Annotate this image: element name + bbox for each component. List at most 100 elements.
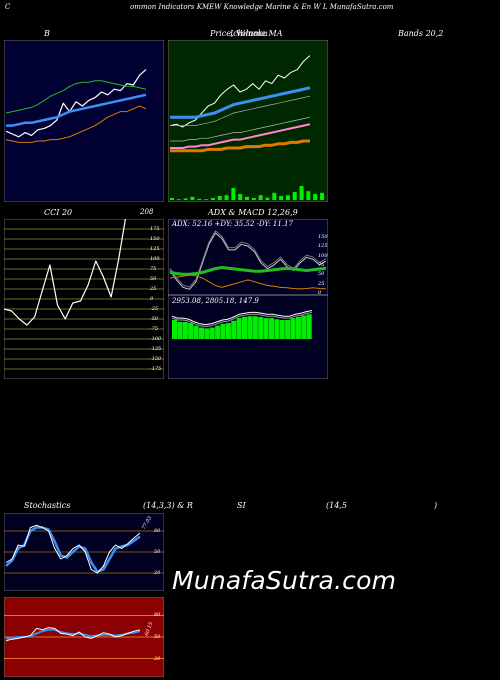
volume-bar <box>197 198 202 200</box>
price-bg <box>168 40 328 202</box>
macd-hist-bar <box>198 327 205 339</box>
macd-hist-bar <box>247 316 253 339</box>
volume-bar <box>170 198 174 200</box>
volume-bar <box>183 198 188 200</box>
adx-tick-label: 25 <box>318 280 325 287</box>
plus-di-line <box>169 266 327 276</box>
price-label: Price, Volume MA <box>210 29 283 38</box>
rsi-params: (14,5 <box>326 501 347 510</box>
adx-macd-label: ADX & MACD 12,26,9 <box>208 208 298 217</box>
cci-tick-label: -175 <box>150 366 162 372</box>
adx-tick-label: 50 <box>318 271 325 278</box>
cci-tick-label: 75 <box>150 266 157 272</box>
volume-bar <box>299 186 304 200</box>
volume-bar <box>238 194 243 200</box>
rsi-tick-label: 50 <box>154 634 161 640</box>
price-ma-aux-line <box>170 116 311 142</box>
watermark: MunafaSutra.com <box>172 566 397 595</box>
header-left: C <box>5 3 11 11</box>
stoch-tick-label: 80 <box>154 528 161 534</box>
boll-mid-line <box>6 93 147 127</box>
macd-line <box>171 310 313 326</box>
macd-hist-bar <box>306 314 312 339</box>
stoch-k-line <box>5 524 141 574</box>
macd-hist-bar <box>209 327 215 339</box>
price-ma-fast-line <box>170 86 311 119</box>
rsi-tick-label: 80 <box>154 612 161 619</box>
adx-tick-label: 0 <box>318 290 322 296</box>
volume-bar <box>251 198 256 200</box>
volume-bar <box>176 199 181 200</box>
cci-tick-label: 150 <box>150 236 160 242</box>
price-ma-slow-line <box>170 139 310 153</box>
volume-bar <box>285 195 290 200</box>
macd-hist-bar <box>252 316 258 339</box>
macd-signal-line <box>171 311 313 327</box>
macd-hist-bar <box>295 316 301 339</box>
macd-hist-bar <box>220 323 226 339</box>
cci-tick-label: -150 <box>150 356 162 362</box>
adx-panel <box>168 219 328 379</box>
price-line <box>169 55 311 128</box>
adx-tick-label: 100 <box>318 252 328 259</box>
volume-bar <box>292 192 297 200</box>
bollinger-panel <box>4 40 164 202</box>
cci-tick-label: 175 <box>150 226 160 232</box>
adx-tick-label: 125 <box>318 243 328 250</box>
macd-hist-bar <box>242 316 248 339</box>
cci-tick-label: -125 <box>150 346 162 352</box>
volume-bar <box>272 192 277 200</box>
price-ma-mid-line <box>170 123 311 149</box>
price-panel <box>168 40 328 202</box>
macd-hist-bar <box>274 319 280 339</box>
cci-tick-label: 100 <box>150 256 160 262</box>
stoch-tick-label: 20 <box>154 570 161 576</box>
header-title: ommon Indicators KMEW Knowledge Marine &… <box>130 3 394 11</box>
macd-hist-bar <box>285 320 291 339</box>
macd-values: 2953.08, 2805.18, 147.9 <box>172 297 259 305</box>
bollinger-label: B <box>44 29 50 38</box>
macd-hist-bar <box>177 321 183 339</box>
volume-bar <box>279 196 284 200</box>
macd-hist-bar <box>258 316 264 339</box>
volume-bar <box>258 195 263 200</box>
macd-hist-bar <box>225 323 231 339</box>
minus-di-line <box>169 274 327 290</box>
volume-bar <box>231 188 236 200</box>
cci-tick-label: 0 <box>150 296 154 302</box>
cci-tick-label: -25 <box>150 306 159 312</box>
volume-bar <box>210 198 215 200</box>
cci-tick-label: -75 <box>150 326 159 332</box>
stoch-label: Stochastics <box>24 501 71 510</box>
rsi-label: SI <box>237 501 246 510</box>
stoch-tick-label: 50 <box>154 549 161 555</box>
macd-hist-bar <box>263 318 269 339</box>
boll-upper-line <box>5 80 147 114</box>
cci-tick-label: -100 <box>150 336 162 342</box>
cci-panel <box>4 219 164 379</box>
volume-bar <box>320 192 324 200</box>
rsi-line <box>5 627 141 642</box>
boll-lower-line <box>5 105 147 143</box>
macd-hist-bar <box>236 318 242 339</box>
price-label-overlay: Ichimoku <box>230 29 268 38</box>
volume-bar <box>190 196 195 200</box>
macd-hist-bar <box>279 320 285 339</box>
volume-bar <box>306 191 311 200</box>
cci-tick-label: 25 <box>150 286 157 292</box>
cci-line <box>4 219 127 326</box>
rsi-tick-label: 20 <box>154 655 161 662</box>
macd-hist-bar <box>204 328 210 339</box>
adx-aux-line <box>169 230 327 288</box>
price-ma-aux-line <box>170 95 311 126</box>
adx-tick-label: 75 <box>318 261 325 268</box>
boll-price-line <box>5 69 147 138</box>
macd-hist-bar <box>182 321 188 339</box>
adx-line <box>169 232 327 290</box>
cci-tick-label: 125 <box>150 246 160 252</box>
cci-tick-label: -50 <box>150 316 159 322</box>
bands-label: Bands 20,2 <box>398 29 444 38</box>
adx-values: ADX: 52.16 +DY: 35.52 -DY: 11.17 <box>172 220 293 228</box>
cci-value: 208 <box>140 208 154 216</box>
cci-tick-label: 50 <box>150 276 157 282</box>
